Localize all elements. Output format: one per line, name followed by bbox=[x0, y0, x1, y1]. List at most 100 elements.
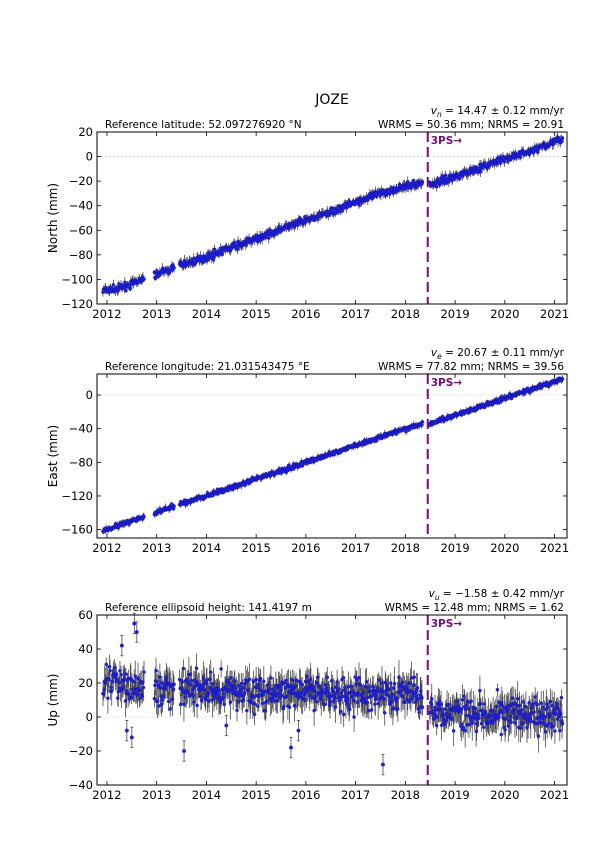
data-point bbox=[506, 707, 510, 711]
data-point bbox=[163, 686, 168, 691]
data-point bbox=[448, 713, 452, 718]
velocity-subscript: n bbox=[437, 110, 442, 119]
data-point bbox=[558, 729, 562, 733]
data-point bbox=[394, 699, 398, 703]
data-point bbox=[560, 721, 565, 726]
data-point bbox=[411, 683, 416, 688]
data-point bbox=[188, 672, 193, 676]
data-point bbox=[409, 698, 413, 702]
data-point bbox=[548, 713, 552, 717]
data-point bbox=[443, 707, 448, 711]
data-point bbox=[341, 712, 346, 717]
data-point bbox=[342, 688, 346, 693]
data-points bbox=[101, 376, 565, 534]
data-point bbox=[313, 689, 317, 694]
data-point bbox=[477, 716, 481, 720]
data-point bbox=[247, 677, 252, 682]
data-point bbox=[435, 715, 439, 719]
y-tick-label: 0 bbox=[86, 150, 93, 164]
data-point bbox=[277, 685, 282, 690]
data-point bbox=[420, 423, 424, 427]
data-point bbox=[403, 700, 407, 705]
data-point bbox=[403, 187, 407, 191]
data-point bbox=[467, 722, 471, 727]
data-point bbox=[543, 730, 548, 734]
data-point bbox=[177, 677, 182, 682]
x-tick-label: 2021 bbox=[540, 307, 569, 321]
y-tick-label: −120 bbox=[61, 489, 93, 503]
data-point bbox=[211, 681, 216, 686]
data-point bbox=[269, 676, 273, 680]
data-point bbox=[103, 680, 108, 685]
data-point bbox=[199, 698, 204, 703]
data-point bbox=[554, 712, 558, 716]
data-point bbox=[523, 711, 527, 716]
y-tick-label: −100 bbox=[61, 272, 93, 286]
data-point bbox=[459, 722, 464, 727]
data-point bbox=[141, 680, 145, 684]
data-point bbox=[273, 690, 277, 694]
data-point bbox=[438, 706, 443, 711]
data-point bbox=[153, 683, 157, 688]
data-point bbox=[398, 689, 403, 693]
x-tick-label: 2012 bbox=[92, 307, 121, 321]
data-point bbox=[265, 683, 270, 687]
data-point bbox=[106, 696, 110, 700]
data-point bbox=[388, 681, 393, 685]
data-point bbox=[350, 694, 355, 699]
data-point bbox=[109, 685, 113, 689]
data-point bbox=[170, 697, 175, 701]
data-point bbox=[338, 698, 342, 703]
data-point bbox=[503, 728, 507, 732]
data-point bbox=[515, 697, 520, 701]
data-point bbox=[329, 679, 334, 683]
data-point bbox=[501, 710, 505, 715]
data-point bbox=[495, 704, 499, 709]
y-tick-label: 0 bbox=[86, 388, 93, 402]
x-tick-label: 2014 bbox=[192, 541, 221, 555]
data-point bbox=[158, 675, 162, 679]
data-point bbox=[560, 136, 565, 140]
data-point bbox=[252, 712, 257, 717]
data-point bbox=[456, 704, 460, 708]
data-point bbox=[527, 701, 531, 705]
data-point bbox=[299, 690, 303, 695]
data-point bbox=[446, 702, 451, 707]
data-point bbox=[461, 726, 466, 730]
data-point bbox=[391, 706, 396, 710]
y-tick-label: −160 bbox=[61, 523, 93, 537]
data-point bbox=[294, 678, 298, 683]
data-point bbox=[366, 695, 370, 700]
data-point bbox=[216, 689, 220, 694]
data-point bbox=[266, 236, 271, 240]
data-point bbox=[457, 710, 462, 714]
data-point bbox=[479, 721, 484, 726]
data-point bbox=[195, 680, 200, 684]
data-point bbox=[370, 196, 374, 201]
data-point bbox=[376, 678, 381, 682]
data-point bbox=[315, 700, 319, 704]
data-point bbox=[233, 686, 238, 691]
data-point bbox=[236, 684, 241, 688]
data-point bbox=[119, 672, 123, 677]
data-point bbox=[373, 697, 378, 702]
data-point bbox=[373, 702, 377, 706]
data-point bbox=[513, 721, 517, 725]
data-point bbox=[439, 702, 443, 707]
data-point bbox=[212, 247, 217, 252]
data-point bbox=[293, 684, 297, 688]
y-tick-label: 20 bbox=[78, 676, 93, 690]
data-point bbox=[351, 698, 356, 703]
data-point bbox=[336, 687, 340, 691]
data-point bbox=[357, 675, 361, 680]
event-label: 3PS→ bbox=[431, 135, 463, 147]
data-point bbox=[550, 724, 555, 729]
data-point bbox=[241, 698, 246, 702]
data-point bbox=[279, 689, 283, 693]
data-point bbox=[476, 713, 481, 717]
velocity-symbol: v bbox=[431, 105, 438, 117]
outlier-point bbox=[134, 630, 139, 634]
data-point bbox=[503, 717, 508, 721]
data-point bbox=[331, 689, 336, 693]
data-point bbox=[364, 680, 369, 684]
